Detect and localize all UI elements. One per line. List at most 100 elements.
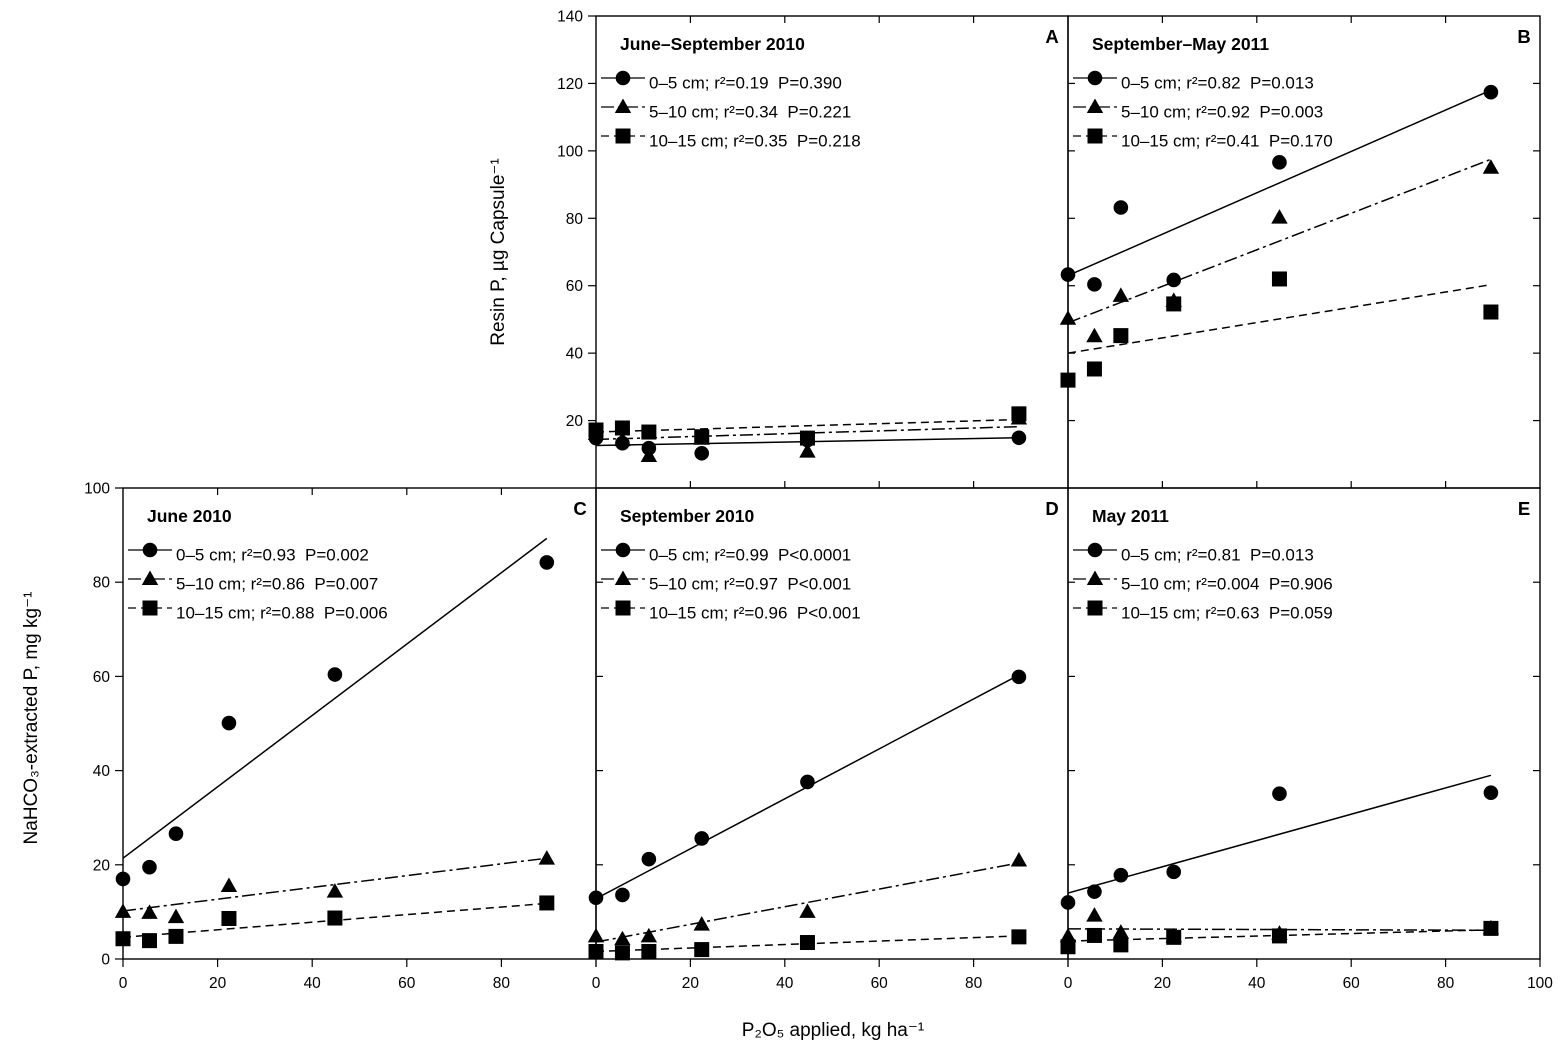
data-point-square (1086, 927, 1102, 943)
panel-title: September 2010 (620, 506, 755, 526)
data-point-circle (1272, 155, 1287, 170)
panel-title: June 2010 (147, 506, 232, 526)
data-point-triangle (1059, 927, 1077, 943)
panel-title: May 2011 (1092, 506, 1169, 526)
data-point-square (1011, 406, 1027, 422)
panels: 20 40 60 80 100 120 140 0–5 cm; r²=0.19 P=0.390… (84, 9, 1553, 993)
x-tick-label: 80 (493, 975, 511, 992)
data-point-triangle (1271, 209, 1288, 224)
legend: 0–5 cm; r²=0.93 P=0.002 5–10 cm; r²=0.86 … (128, 542, 388, 623)
data-point-circle (694, 831, 710, 846)
legend-entry: 10–15 cm; r²=0.88 P=0.006 (128, 600, 388, 623)
panel-frame (1067, 487, 1541, 960)
data-point-circle (588, 890, 604, 906)
legend-marker-triangle (614, 98, 632, 113)
data-point-circle (1087, 277, 1102, 292)
data-point-square (1113, 328, 1129, 344)
panel-c: 0 20 40 60 80 0 20 40 60 80 100 0–5 cm; r²=0.93 P=0… (84, 481, 597, 992)
fit-line-solid (1067, 89, 1492, 277)
data-point-circle (641, 851, 657, 867)
data-point-square (694, 942, 710, 958)
data-point-triangle (1059, 310, 1077, 325)
legend-label: 10–15 cm; r²=0.35 P=0.218 (649, 132, 861, 151)
legend-entry: 10–15 cm; r²=0.41 P=0.170 (1073, 128, 1333, 151)
data-point-square (327, 910, 343, 926)
data-point-circle (615, 887, 630, 903)
fit-line-dashed (1067, 283, 1492, 354)
legend-label: 0–5 cm; r²=0.19 P=0.390 (649, 74, 842, 93)
legend-label: 0–5 cm; r²=0.93 P=0.002 (176, 546, 369, 565)
data-point-circle (115, 871, 131, 887)
panel-title: September–May 2011 (1092, 34, 1269, 54)
legend-entry: 5–10 cm; r²=0.004 P=0.906 (1073, 570, 1333, 594)
data-point-circle (1113, 867, 1129, 883)
data-point-square (1166, 929, 1182, 945)
y-tick-label: 140 (557, 9, 583, 26)
data-point-square (799, 935, 815, 951)
legend-marker-triangle (1086, 98, 1104, 113)
legend-marker-triangle (141, 570, 159, 585)
bottom-y-axis-label: NaHCO₃-extracted P, mg kg⁻¹ (21, 592, 42, 845)
x-tick-label: 0 (119, 975, 128, 992)
panel-letter: E (1518, 498, 1530, 519)
x-axis-label: P₂O₅ applied, kg ha⁻¹ (742, 1020, 924, 1041)
data-point-circle (1011, 430, 1027, 446)
y-tick-label: 80 (566, 211, 584, 228)
panel-b: 0–5 cm; r²=0.82 P=0.013 5–10 cm; r²=0.92 … (1059, 15, 1541, 489)
x-tick-label: 100 (1527, 975, 1553, 992)
y-tick-label: 0 (101, 952, 110, 969)
y-tick-label: 40 (93, 763, 111, 780)
data-point-circle (1166, 272, 1182, 288)
data-point-circle (142, 859, 157, 875)
data-point-square (799, 430, 815, 446)
x-tick-label: 80 (1437, 975, 1455, 992)
top-y-axis-label: Resin P, µg Capsule⁻¹ (488, 158, 509, 346)
legend-label: 0–5 cm; r²=0.82 P=0.013 (1121, 74, 1314, 93)
data-point-triangle (167, 908, 185, 924)
data-point-triangle (640, 447, 658, 462)
legend-entry: 0–5 cm; r²=0.81 P=0.013 (1073, 542, 1314, 565)
data-point-square (1011, 929, 1027, 945)
legend-entry: 0–5 cm; r²=0.99 P<0.0001 (601, 542, 851, 565)
legend-marker-circle (142, 542, 158, 558)
panel-e: 0 20 40 60 80 100 0–5 cm; r²=0.81 P=0.013 5–10 … (1059, 487, 1553, 992)
panel-letter: B (1517, 26, 1530, 47)
data-point-circle (1483, 84, 1499, 100)
legend-label: 10–15 cm; r²=0.88 P=0.006 (176, 604, 388, 623)
y-tick-label: 20 (566, 413, 584, 430)
data-point-square (115, 931, 131, 947)
legend: 0–5 cm; r²=0.82 P=0.013 5–10 cm; r²=0.92 … (1073, 70, 1333, 151)
legend-marker-square (615, 600, 631, 616)
y-tick-label: 100 (84, 481, 110, 498)
data-point-triangle (614, 431, 631, 447)
legend-label: 0–5 cm; r²=0.81 P=0.013 (1121, 546, 1314, 565)
x-tick-label: 40 (1248, 975, 1266, 992)
panel-letter: A (1045, 26, 1058, 47)
data-point-circle (694, 445, 710, 461)
data-point-square (641, 424, 657, 440)
data-point-triangle (614, 930, 631, 946)
data-point-triangle (1086, 907, 1103, 922)
data-point-triangle (114, 903, 132, 918)
legend-label: 5–10 cm; r²=0.004 P=0.906 (1121, 575, 1333, 594)
legend-entry: 0–5 cm; r²=0.19 P=0.390 (601, 70, 842, 93)
fit-line-dash-dot (595, 862, 1020, 943)
legend-marker-square (142, 600, 158, 616)
legend-entry: 5–10 cm; r²=0.92 P=0.003 (1073, 98, 1323, 122)
legend-entry: 10–15 cm; r²=0.96 P<0.001 (601, 600, 861, 623)
panel-letter: D (1045, 498, 1058, 519)
data-point-square (539, 895, 555, 911)
legend-entry: 10–15 cm; r²=0.63 P=0.059 (1073, 600, 1333, 623)
data-point-triangle (1112, 924, 1130, 939)
data-point-triangle (799, 443, 816, 458)
data-point-square (588, 943, 604, 959)
data-point-triangle (538, 850, 556, 865)
x-tick-label: 40 (776, 975, 794, 992)
legend-marker-square (1087, 600, 1103, 616)
data-point-triangle (693, 916, 710, 931)
x-tick-label: 20 (1154, 975, 1172, 992)
legend-label: 5–10 cm; r²=0.34 P=0.221 (649, 103, 851, 122)
data-point-triangle (1112, 287, 1130, 302)
data-point-circle (1060, 267, 1076, 282)
